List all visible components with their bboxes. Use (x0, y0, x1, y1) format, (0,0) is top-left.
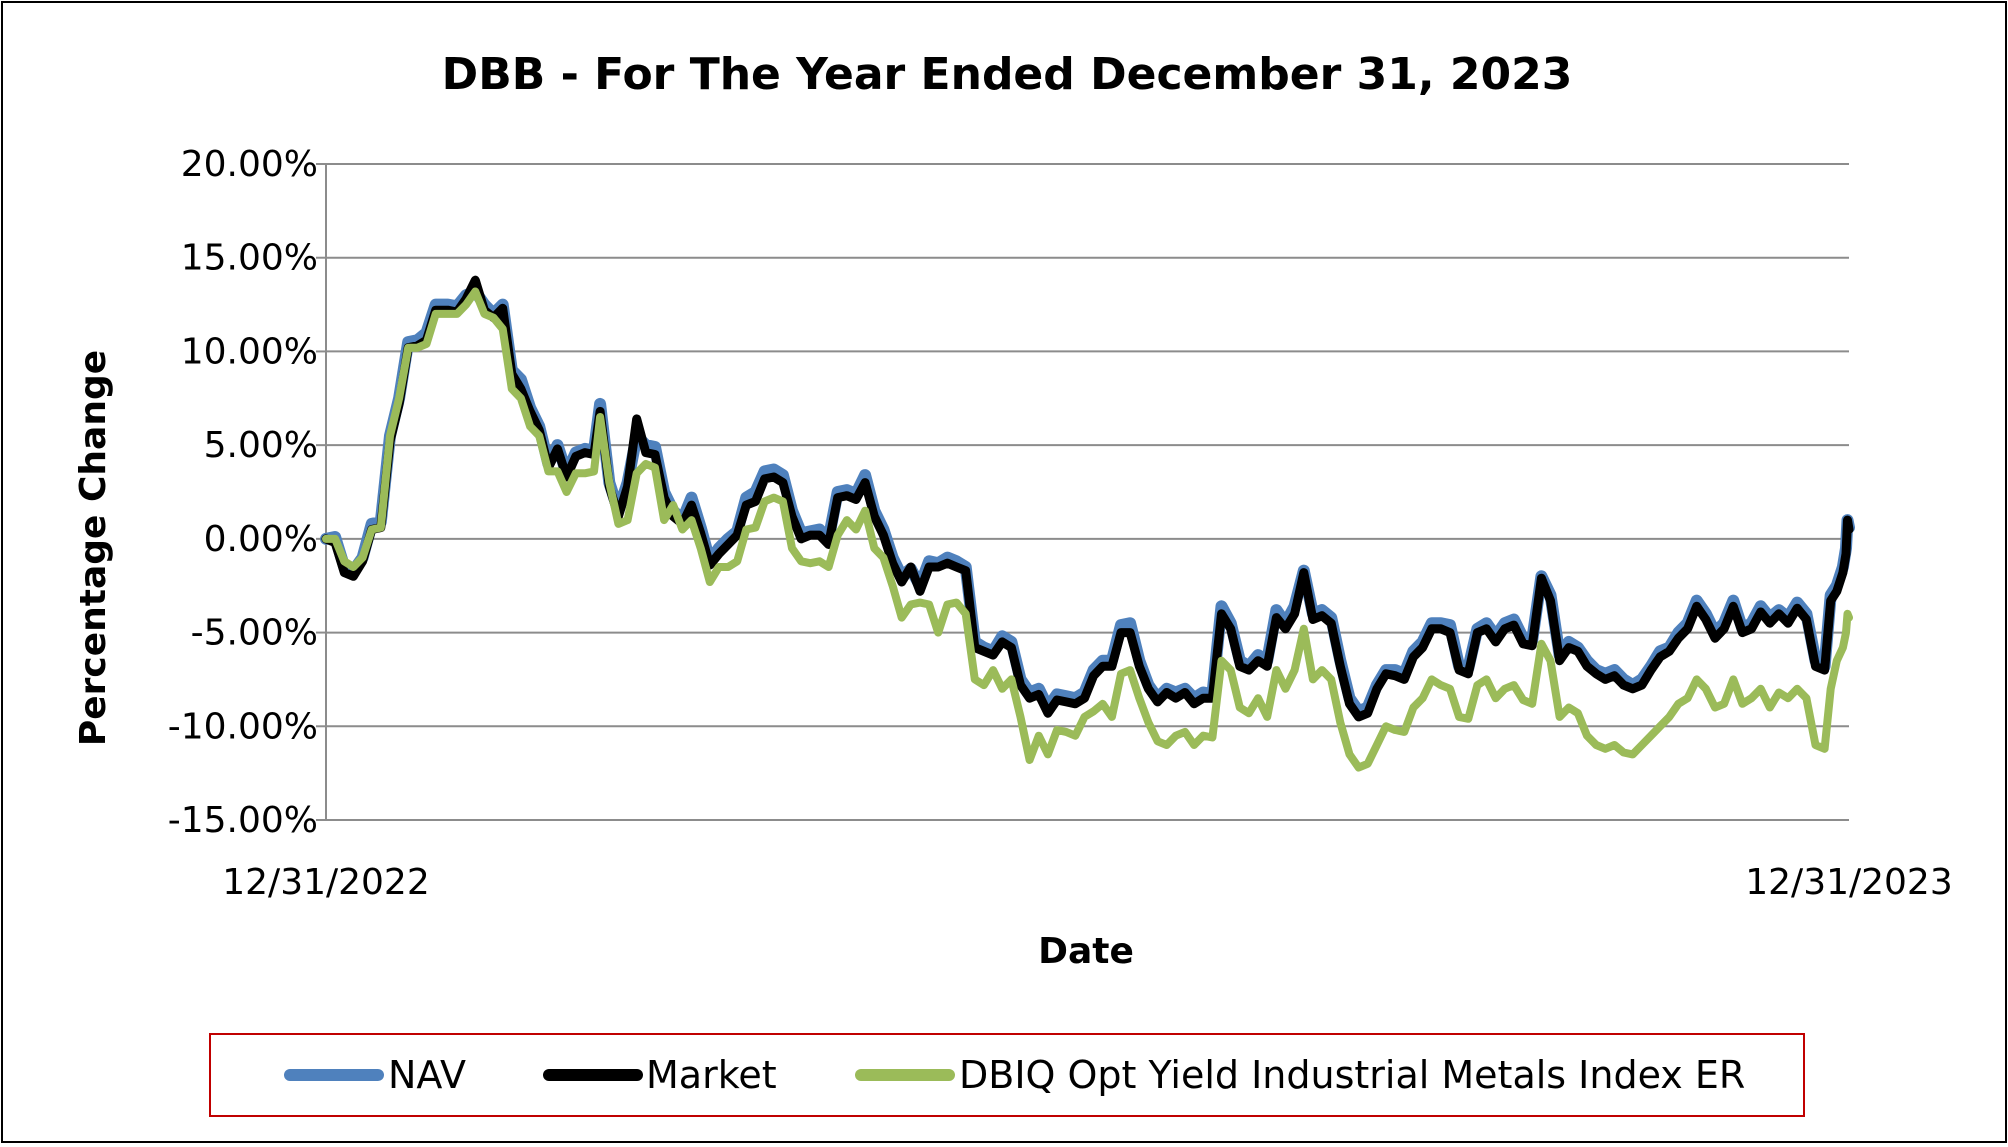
chart-title: DBB - For The Year Ended December 31, 20… (442, 49, 1573, 100)
y-tick-label: -5.00% (191, 613, 318, 654)
gridlines (325, 163, 1849, 821)
y-tick-label: -15.00% (168, 800, 318, 841)
y-tick-label: 5.00% (204, 425, 318, 466)
x-axis-ticks: 12/31/2022 12/31/2023 (222, 862, 1953, 903)
x-axis-label: Date (1038, 931, 1134, 972)
y-tick-label: 20.00% (181, 144, 318, 185)
y-axis-ticks: 20.00% 15.00% 10.00% 5.00% 0.00% -5.00% -10.00… (168, 144, 326, 841)
x-tick-label: 12/31/2023 (1745, 862, 1953, 903)
y-tick-label: 0.00% (204, 519, 318, 560)
series-lines (320, 275, 1855, 772)
legend-label: Market (646, 1053, 777, 1097)
x-tick-label: 12/31/2022 (222, 862, 430, 903)
y-axis-label: Percentage Change (73, 350, 114, 746)
series-line-0 (320, 285, 1855, 718)
y-tick-label: -10.00% (168, 706, 318, 747)
series-line-1 (321, 275, 1854, 722)
legend: NAV Market DBIQ Opt Yield Industrial Metal… (209, 1033, 1805, 1117)
legend-label: DBIQ Opt Yield Industrial Metals Index E… (959, 1053, 1745, 1097)
legend-label: NAV (388, 1053, 466, 1097)
y-tick-label: 15.00% (181, 238, 318, 279)
series-line-2 (322, 287, 1853, 772)
line-chart: DBB - For The Year Ended December 31, 20… (73, 49, 1953, 1117)
legend-box (209, 1033, 1805, 1117)
y-tick-label: 10.00% (181, 331, 318, 372)
